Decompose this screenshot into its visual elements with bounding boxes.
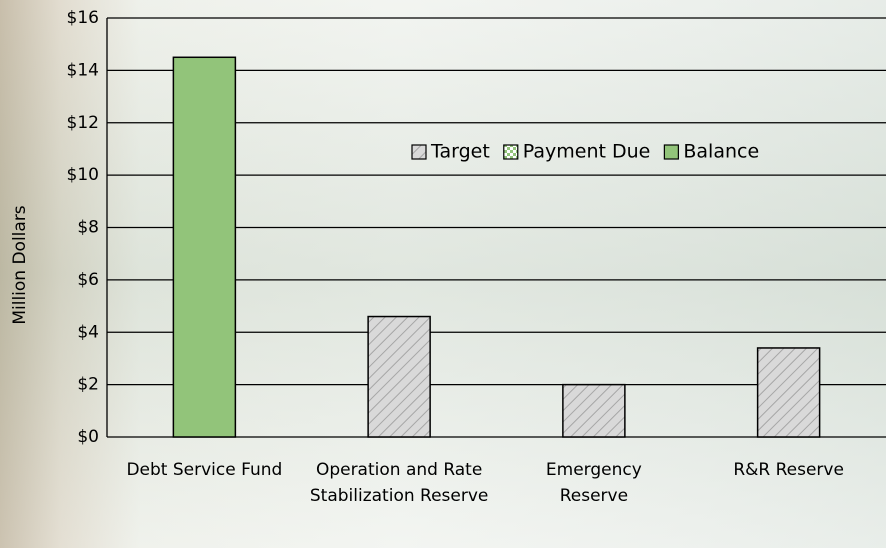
y-tick-label: $2: [77, 375, 99, 395]
y-tick-label: $10: [67, 165, 99, 185]
bar: [563, 385, 625, 437]
legend-label: Balance: [683, 141, 759, 163]
y-axis-label: Million Dollars: [10, 205, 30, 324]
y-tick-label: $8: [77, 218, 99, 238]
x-tick-label: Debt Service Fund: [106, 457, 302, 483]
y-tick-label: $0: [77, 427, 99, 447]
legend-swatch: [412, 145, 426, 159]
y-tick-label: $12: [67, 113, 99, 133]
legend-swatch: [664, 145, 678, 159]
bar: [173, 57, 235, 437]
x-tick-label: Emergency Reserve: [524, 457, 664, 509]
legend-swatch: [504, 145, 518, 159]
y-tick-label: $6: [77, 270, 99, 290]
y-tick-label: $16: [67, 8, 99, 28]
bar: [368, 317, 430, 437]
legend-label: Target: [430, 141, 490, 163]
x-tick-label: R&R Reserve: [691, 457, 886, 483]
y-tick-label: $4: [77, 322, 99, 342]
bar: [758, 348, 820, 437]
legend-label: Payment Due: [523, 141, 651, 163]
y-tick-label: $14: [67, 60, 99, 80]
chart: Million Dollars $0 $2 $4 $6 $8 $10 $12 $14 $16 Ta…: [0, 0, 886, 548]
x-tick-label: Operation and Rate Stabilization Reserve: [309, 457, 489, 509]
